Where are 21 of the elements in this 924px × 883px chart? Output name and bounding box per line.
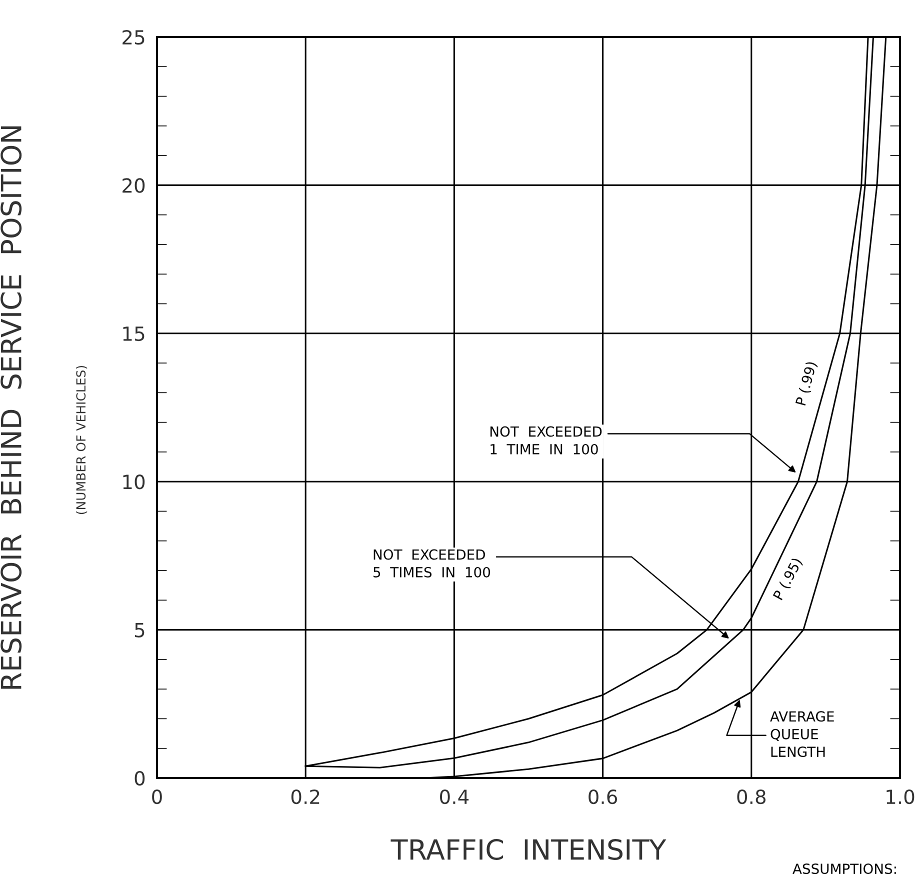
series-label: AVERAGE QUEUE LENGTH — [770, 711, 834, 758]
x-tick-label: 1.0 — [886, 789, 914, 804]
x-tick-label: 0 — [152, 789, 162, 804]
annotation: NOT EXCEEDED 1 TIME IN 100 — [490, 426, 602, 454]
x-tick-label: 0.2 — [291, 789, 320, 804]
text: P (.95) — [772, 557, 804, 602]
text: P (.99) — [795, 361, 818, 406]
y-axis-title: RESERVOIR BEHIND SERVICE POSITION — [0, 126, 22, 689]
y-tick-label: 5 — [135, 623, 144, 638]
x-tick-label: 0.4 — [440, 789, 469, 804]
text: ASSUMPTIONS: — [792, 864, 896, 874]
text: (NUMBER OF VEHICLES) — [76, 366, 88, 514]
y-tick-label: 15 — [123, 326, 144, 342]
y-tick-label: 20 — [122, 178, 145, 193]
y-tick-label: 0 — [134, 770, 145, 786]
x-axis-title: TRAFFIC INTENSITY — [390, 838, 666, 860]
y-tick-label: 25 — [122, 30, 144, 45]
x-tick-label: 0.8 — [737, 789, 766, 804]
y-tick-label: 10 — [123, 474, 145, 490]
annotation: NOT EXCEEDED 5 TIMES IN 100 — [374, 549, 490, 578]
x-tick-label: 0.6 — [588, 789, 618, 804]
